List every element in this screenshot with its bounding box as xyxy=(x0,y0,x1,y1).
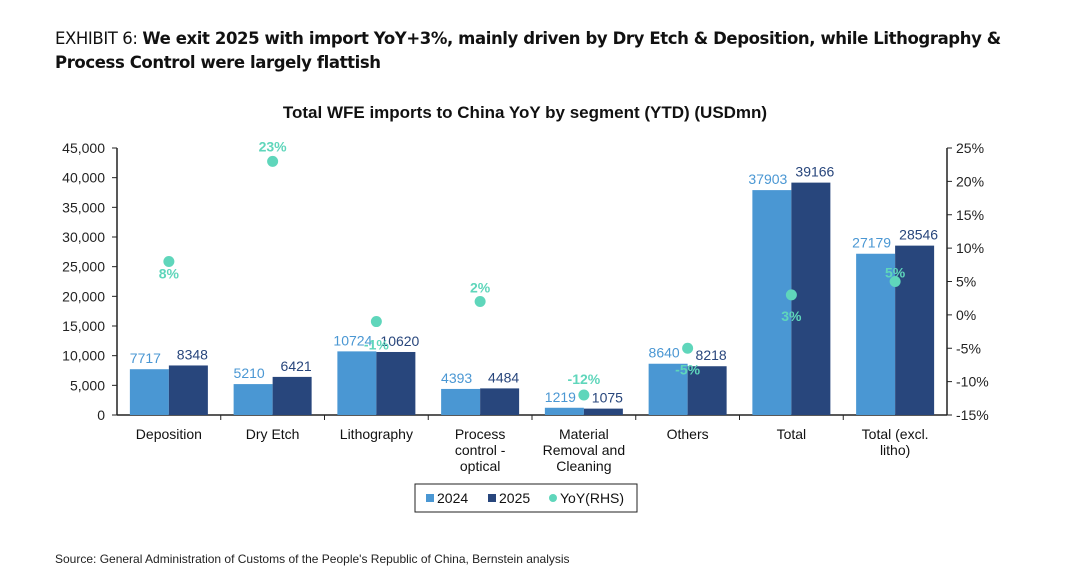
exhibit-headline: We exit 2025 with import YoY+3%, mainly … xyxy=(55,29,1001,72)
yoy-label: -1% xyxy=(364,337,389,353)
yoy-label: 2% xyxy=(470,280,491,296)
category-label: Deposition xyxy=(136,426,202,442)
right-axis-tick-label: 25% xyxy=(956,140,984,156)
right-axis-tick-label: -5% xyxy=(956,340,981,356)
legend-swatch-2024 xyxy=(426,494,434,502)
data-label-2024: 1219 xyxy=(545,389,576,405)
yoy-label: -12% xyxy=(568,371,601,387)
left-axis-tick-label: 40,000 xyxy=(62,170,105,186)
bar-2024 xyxy=(129,369,169,415)
bar-2024 xyxy=(233,384,273,415)
bar-2025 xyxy=(583,408,623,415)
data-label-2025: 6421 xyxy=(281,358,312,374)
data-label-2024: 10724 xyxy=(333,332,372,348)
exhibit-label: EXHIBIT 6: xyxy=(55,29,143,48)
bar-2024 xyxy=(544,407,584,415)
category-label: control - xyxy=(455,442,506,458)
yoy-label: -5% xyxy=(675,361,700,377)
left-axis-tick-label: 5,000 xyxy=(70,377,105,393)
legend-box xyxy=(414,483,638,513)
bar-2025 xyxy=(480,388,520,415)
data-label-2024: 7717 xyxy=(130,350,161,366)
yoy-point xyxy=(682,342,694,354)
category-label: Total (excl. xyxy=(862,426,929,442)
yoy-point xyxy=(370,316,382,328)
category-label: Cleaning xyxy=(556,458,611,474)
yoy-label: 3% xyxy=(781,308,802,324)
legend-marker-yoy xyxy=(549,494,557,502)
data-label-2024: 4393 xyxy=(441,370,472,386)
legend-label: YoY(RHS) xyxy=(560,490,624,506)
bar-2024 xyxy=(752,190,792,415)
bar-2025 xyxy=(168,365,208,415)
legend-swatch-2025 xyxy=(488,494,496,502)
data-label-2024: 5210 xyxy=(234,365,265,381)
category-label: Process xyxy=(455,426,506,442)
data-label-2025: 28546 xyxy=(899,227,938,243)
left-axis-tick-label: 0 xyxy=(97,407,105,423)
data-label-2024: 8640 xyxy=(649,345,680,361)
bar-2024 xyxy=(337,351,377,415)
bar-2025 xyxy=(272,376,312,415)
exhibit-heading: EXHIBIT 6: We exit 2025 with import YoY+… xyxy=(55,27,1045,75)
yoy-point xyxy=(474,296,486,308)
data-label-2025: 4484 xyxy=(488,369,519,385)
left-axis-tick-label: 35,000 xyxy=(62,199,105,215)
data-label-2025: 1075 xyxy=(592,390,623,406)
data-label-2025: 8218 xyxy=(696,347,727,363)
category-label: Dry Etch xyxy=(246,426,300,442)
legend-label: 2024 xyxy=(437,490,468,506)
right-axis-tick-label: 5% xyxy=(956,274,976,290)
data-label-2025: 39166 xyxy=(795,164,834,180)
category-label: litho) xyxy=(880,442,910,458)
bar-2025 xyxy=(376,351,416,415)
left-axis-tick-label: 25,000 xyxy=(62,259,105,275)
yoy-point xyxy=(578,389,590,401)
category-label: Others xyxy=(667,426,709,442)
legend-label: 2025 xyxy=(499,490,530,506)
yoy-label: 5% xyxy=(885,265,906,281)
left-axis-tick-label: 30,000 xyxy=(62,229,105,245)
bar-2024 xyxy=(441,388,481,415)
data-label-2024: 27179 xyxy=(852,235,891,251)
yoy-point xyxy=(889,276,901,287)
right-axis-tick-label: 10% xyxy=(956,240,984,256)
left-axis-tick-label: 45,000 xyxy=(62,140,105,156)
right-axis-tick-label: 20% xyxy=(956,173,984,189)
left-axis-tick-label: 20,000 xyxy=(62,288,105,304)
yoy-point xyxy=(267,155,279,167)
bar-2025 xyxy=(895,245,935,415)
yoy-label: 8% xyxy=(159,265,180,281)
data-label-2024: 37903 xyxy=(748,171,787,187)
category-label: optical xyxy=(460,458,500,474)
right-axis-tick-label: -10% xyxy=(956,374,989,390)
source-note: Source: General Administration of Custom… xyxy=(55,552,570,566)
bar-2024 xyxy=(648,363,688,415)
bar-2025 xyxy=(687,366,727,415)
data-label-2025: 10620 xyxy=(380,333,419,349)
left-axis-tick-label: 10,000 xyxy=(62,348,105,364)
right-axis-tick-label: -15% xyxy=(956,407,989,423)
yoy-point xyxy=(785,289,797,301)
right-axis-tick-label: 0% xyxy=(956,307,976,323)
category-label: Total xyxy=(777,426,807,442)
yoy-label: 23% xyxy=(259,138,288,154)
category-label: Removal and xyxy=(543,442,626,458)
left-axis-tick-label: 15,000 xyxy=(62,318,105,334)
chart-title: Total WFE imports to China YoY by segmen… xyxy=(283,103,767,122)
category-label: Material xyxy=(559,426,609,442)
data-label-2025: 8348 xyxy=(177,346,208,362)
category-label: Lithography xyxy=(340,426,413,442)
bar-2024 xyxy=(856,253,896,415)
yoy-point xyxy=(163,255,175,267)
right-axis-tick-label: 15% xyxy=(956,207,984,223)
bar-2025 xyxy=(791,182,831,415)
